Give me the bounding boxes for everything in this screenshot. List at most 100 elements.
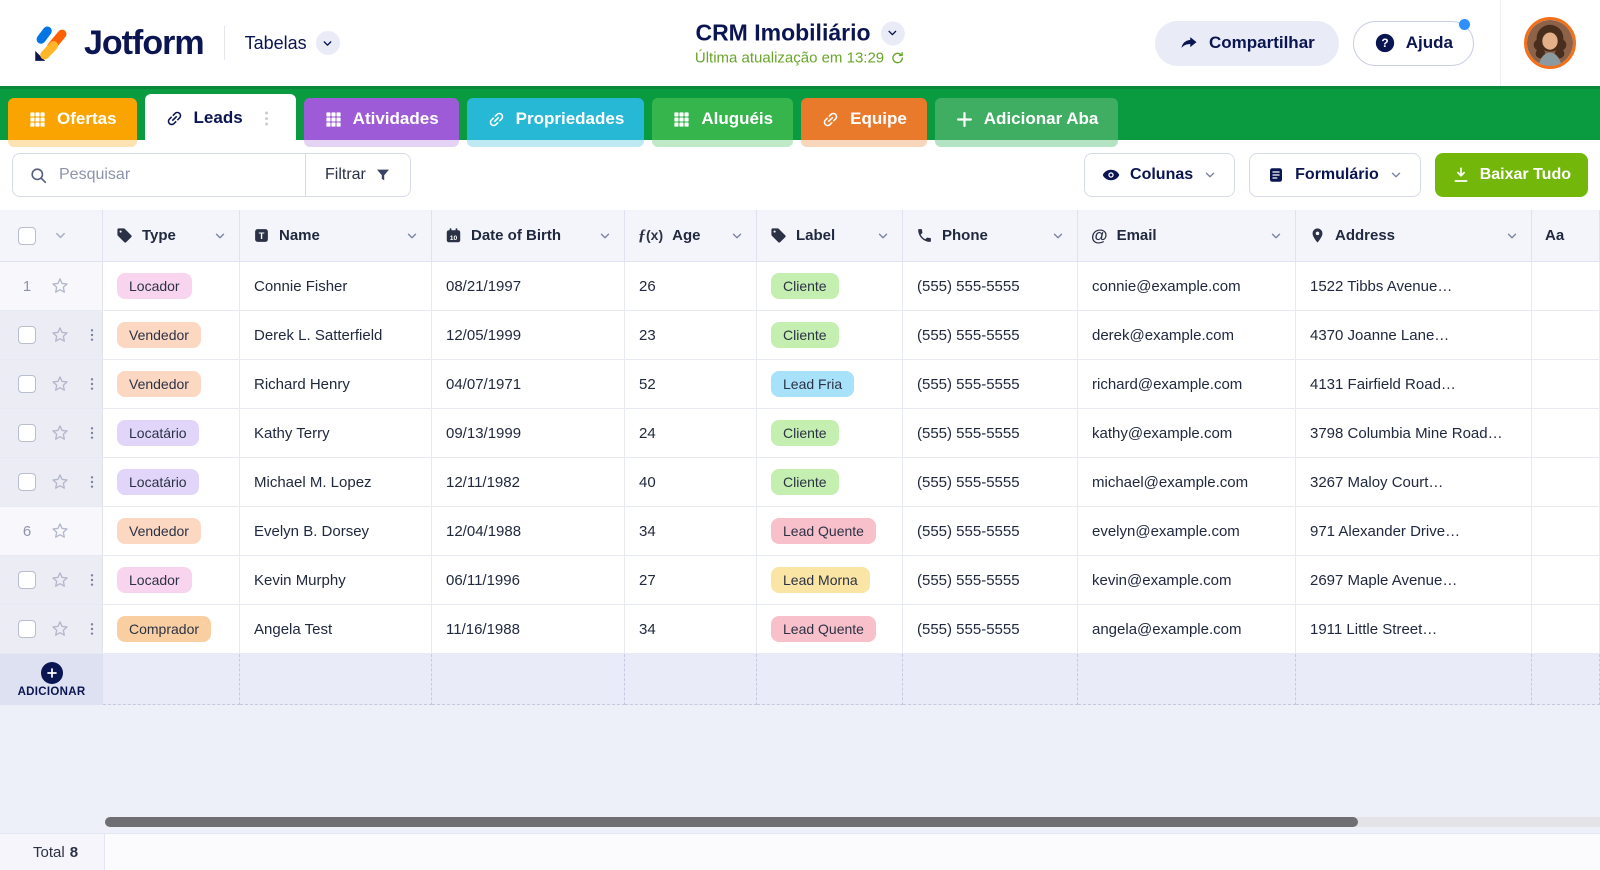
column-header-name[interactable]: T Name [240,210,432,261]
horizontal-scrollbar-track[interactable] [105,817,1600,827]
cell-dob[interactable]: 04/07/1971 [432,360,625,408]
cell-phone[interactable]: (555) 555-5555 [903,409,1078,457]
cell-dob[interactable]: 08/21/1997 [432,262,625,310]
cell-address[interactable]: 2697 Maple Avenue… [1296,556,1532,604]
cell-label[interactable]: Cliente [757,262,903,310]
star-icon[interactable] [50,521,70,541]
cell-aa[interactable] [1532,507,1600,555]
star-icon[interactable] [50,423,70,443]
form-button[interactable]: Formulário [1249,153,1421,197]
cell-email[interactable]: evelyn@example.com [1078,507,1296,555]
add-row-button[interactable]: ADICIONAR [0,654,103,705]
cell-address[interactable]: 1911 Little Street… [1296,605,1532,653]
column-header-aa[interactable]: Aa [1532,210,1600,261]
star-icon[interactable] [50,276,70,296]
download-all-button[interactable]: Baixar Tudo [1434,153,1588,197]
cell-type[interactable]: Locador [103,556,240,604]
tab-propriedades[interactable]: Propriedades [466,98,645,147]
help-button[interactable]: ? Ajuda [1352,18,1474,66]
cell-phone[interactable]: (555) 555-5555 [903,262,1078,310]
tab-ofertas[interactable]: Ofertas [8,98,137,147]
column-header-phone[interactable]: Phone [903,210,1078,261]
cell-age[interactable]: 34 [625,605,757,653]
column-header-label[interactable]: Label [757,210,903,261]
cell-type[interactable]: Vendedor [103,311,240,359]
cell-name[interactable]: Kevin Murphy [240,556,432,604]
cell-email[interactable]: kevin@example.com [1078,556,1296,604]
tab-aluguéis[interactable]: Aluguéis [652,98,794,147]
cell-email[interactable]: connie@example.com [1078,262,1296,310]
cell-address[interactable]: 1522 Tibbs Avenue… [1296,262,1532,310]
cell-type[interactable]: Locatário [103,458,240,506]
cell-phone[interactable]: (555) 555-5555 [903,458,1078,506]
title-chevron-icon[interactable] [880,21,905,45]
cell-type[interactable]: Comprador [103,605,240,653]
cell-type[interactable]: Locatário [103,409,240,457]
dots-icon[interactable] [84,327,100,343]
share-button[interactable]: Compartilhar [1154,20,1339,66]
jotform-logo[interactable]: Jotform [30,22,205,64]
row-checkbox[interactable] [18,473,36,491]
dots-icon[interactable] [257,109,276,128]
cell-aa[interactable] [1532,311,1600,359]
row-checkbox[interactable] [18,375,36,393]
column-header-dob[interactable]: 10 Date of Birth [432,210,625,261]
cell-age[interactable]: 52 [625,360,757,408]
cell-age[interactable]: 23 [625,311,757,359]
row-checkbox[interactable] [18,620,36,638]
cell-phone[interactable]: (555) 555-5555 [903,360,1078,408]
dots-icon[interactable] [84,425,100,441]
cell-address[interactable]: 3267 Maloy Court… [1296,458,1532,506]
cell-email[interactable]: kathy@example.com [1078,409,1296,457]
row-checkbox[interactable] [18,326,36,344]
dots-icon[interactable] [84,474,100,490]
cell-type[interactable]: Locador [103,262,240,310]
cell-address[interactable]: 4370 Joanne Lane… [1296,311,1532,359]
avatar[interactable] [1524,17,1576,69]
cell-label[interactable]: Lead Quente [757,507,903,555]
cell-dob[interactable]: 12/05/1999 [432,311,625,359]
column-header-age[interactable]: ƒ(x) Age [625,210,757,261]
cell-dob[interactable]: 06/11/1996 [432,556,625,604]
cell-label[interactable]: Lead Morna [757,556,903,604]
cell-phone[interactable]: (555) 555-5555 [903,556,1078,604]
cell-age[interactable]: 40 [625,458,757,506]
star-icon[interactable] [50,619,70,639]
chevron-down-icon[interactable] [53,228,68,243]
cell-label[interactable]: Lead Fria [757,360,903,408]
star-icon[interactable] [50,472,70,492]
tab-equipe[interactable]: Equipe [801,98,927,147]
select-all-checkbox[interactable] [18,226,36,245]
cell-dob[interactable]: 11/16/1988 [432,605,625,653]
cell-label[interactable]: Cliente [757,458,903,506]
tab-leads[interactable]: Leads [144,94,296,147]
cell-dob[interactable]: 12/11/1982 [432,458,625,506]
cell-label[interactable]: Cliente [757,311,903,359]
cell-aa[interactable] [1532,458,1600,506]
tab-adicionar-aba[interactable]: Adicionar Aba [934,98,1119,147]
cell-address[interactable]: 3798 Columbia Mine Road… [1296,409,1532,457]
dots-icon[interactable] [84,621,100,637]
cell-label[interactable]: Cliente [757,409,903,457]
star-icon[interactable] [50,325,70,345]
cell-age[interactable]: 34 [625,507,757,555]
cell-type[interactable]: Vendedor [103,507,240,555]
cell-name[interactable]: Connie Fisher [240,262,432,310]
cell-phone[interactable]: (555) 555-5555 [903,605,1078,653]
cell-aa[interactable] [1532,605,1600,653]
cell-phone[interactable]: (555) 555-5555 [903,507,1078,555]
row-checkbox[interactable] [18,571,36,589]
cell-aa[interactable] [1532,409,1600,457]
cell-name[interactable]: Derek L. Satterfield [240,311,432,359]
cell-phone[interactable]: (555) 555-5555 [903,311,1078,359]
star-icon[interactable] [50,374,70,394]
cell-age[interactable]: 24 [625,409,757,457]
horizontal-scrollbar-thumb[interactable] [105,817,1358,827]
cell-aa[interactable] [1532,556,1600,604]
cell-email[interactable]: derek@example.com [1078,311,1296,359]
cell-aa[interactable] [1532,360,1600,408]
dots-icon[interactable] [84,572,100,588]
tab-atividades[interactable]: Atividades [303,98,459,147]
cell-name[interactable]: Richard Henry [240,360,432,408]
cell-name[interactable]: Michael M. Lopez [240,458,432,506]
